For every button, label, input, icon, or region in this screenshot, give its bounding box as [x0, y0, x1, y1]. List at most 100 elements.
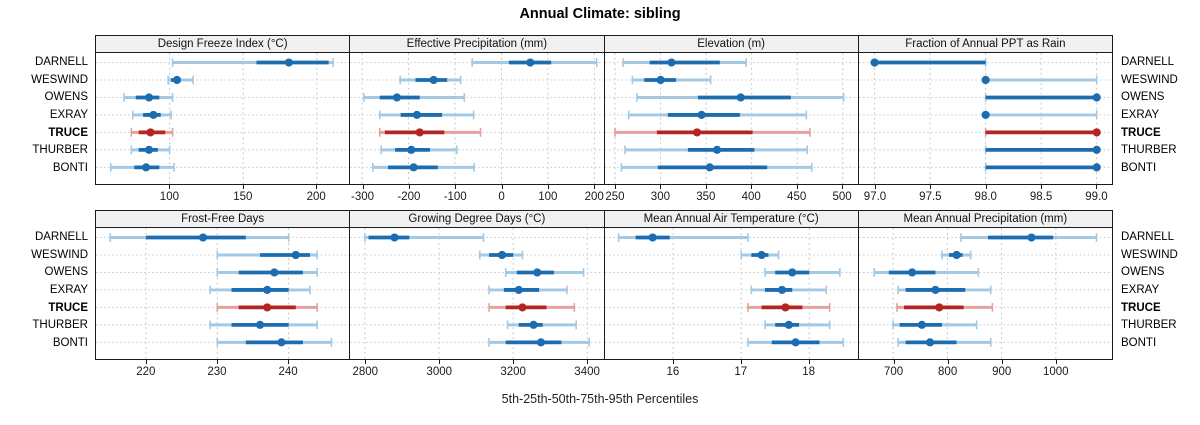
- plot-area-mean-annual-air-temperature-c: [603, 228, 859, 360]
- panel-frost-free-days: Frost-Free Days: [95, 210, 351, 360]
- site-label-darnell: DARNELL: [34, 231, 88, 244]
- axis-tick: [1001, 360, 1003, 364]
- axis-tick-label: 250: [605, 191, 625, 203]
- series-weswind: [940, 250, 972, 260]
- axis-tick: [1096, 185, 1098, 189]
- plot-design-freeze-index-c: [96, 53, 350, 184]
- site-label-darnell-right: DARNELL: [1121, 231, 1175, 244]
- axis-tick-label: 97.0: [863, 191, 887, 203]
- median-dot: [777, 285, 786, 294]
- site-label-thurber-right: THURBER: [1121, 144, 1177, 157]
- median-dot: [526, 58, 535, 67]
- site-label-bonti-right: BONTI: [1121, 161, 1157, 174]
- median-dot: [263, 303, 272, 312]
- panel-fraction-of-annual-ppt-as-rain: Fraction of Annual PPT as Rain: [857, 35, 1113, 185]
- axis-tick-label: 450: [787, 191, 807, 203]
- axis-tick: [705, 185, 707, 189]
- axis-tick: [875, 185, 876, 189]
- site-label-owens: OWENS: [44, 266, 88, 279]
- axis-tick: [547, 185, 549, 189]
- axis-tick: [316, 185, 318, 189]
- plot-effective-precipitation-mm: [350, 53, 604, 184]
- series-thurber: [892, 320, 978, 330]
- panel-growing-degree-days-c: Growing Degree Days (°C): [349, 210, 605, 360]
- site-label-thurber-right: THURBER: [1121, 319, 1177, 332]
- median-dot: [736, 93, 745, 102]
- axis-tick: [408, 185, 410, 189]
- axis-tick-label: 3400: [574, 366, 600, 378]
- series-weswind: [631, 75, 711, 85]
- gridlines: [96, 53, 350, 184]
- site-label-bonti: BONTI: [52, 336, 88, 349]
- series-owens: [873, 268, 979, 277]
- plot-elevation-m: [604, 53, 858, 184]
- series-truce: [746, 303, 830, 312]
- axis-tick-label: 300: [650, 191, 670, 203]
- panel-title-fraction-of-annual-ppt-as-rain: Fraction of Annual PPT as Rain: [857, 35, 1113, 53]
- plot-growing-degree-days-c: [350, 228, 604, 359]
- axis-tick-label: -300: [351, 191, 375, 203]
- series-darnell: [171, 58, 334, 67]
- panel-effective-precipitation-mm: Effective Precipitation (mm): [349, 35, 605, 185]
- series-exray: [627, 110, 807, 120]
- series-exray: [132, 110, 172, 120]
- site-label-exray-right: EXRAY: [1121, 108, 1160, 121]
- axis-tick-label: 3200: [500, 366, 526, 378]
- axis-tick-label: 100: [538, 191, 558, 203]
- axis-tick: [842, 185, 844, 189]
- series-truce: [984, 128, 1101, 137]
- series-exray: [379, 110, 475, 120]
- median-dot: [925, 338, 934, 347]
- series-owens: [763, 268, 841, 277]
- median-dot: [144, 93, 154, 102]
- gridlines: [96, 228, 350, 359]
- axis-tick-label: 98.0: [974, 191, 997, 203]
- site-label-darnell: DARNELL: [34, 56, 88, 69]
- median-dot: [1092, 128, 1101, 137]
- series-truce: [379, 128, 482, 137]
- axis-tick-label: 200: [584, 191, 604, 203]
- series-owens: [123, 93, 174, 102]
- series-bonti: [620, 162, 813, 172]
- median-dot: [390, 233, 399, 242]
- series-owens: [635, 93, 844, 102]
- axis-tick: [1041, 185, 1043, 189]
- plot-area-elevation-m: [603, 53, 859, 185]
- series-exray: [209, 285, 311, 295]
- axis-tick-label: 100: [159, 191, 179, 203]
- site-label-exray-right: EXRAY: [1121, 283, 1160, 296]
- site-label-weswind: WESWIND: [31, 248, 88, 261]
- panel-title-mean-annual-air-temperature-c: Mean Annual Air Temperature (°C): [603, 210, 859, 228]
- series-darnell: [364, 233, 485, 242]
- axis-tick-label: 1000: [1042, 366, 1069, 378]
- series-bonti: [372, 162, 476, 172]
- series-truce: [216, 303, 318, 312]
- site-label-darnell-right: DARNELL: [1121, 56, 1175, 69]
- median-dot: [429, 75, 439, 85]
- axis-tick-label: 150: [233, 191, 253, 203]
- series-exray: [750, 285, 827, 295]
- panel-row-top: Design Freeze Index (°C) Effective Precip…: [95, 35, 1113, 185]
- median-dot: [172, 75, 182, 85]
- median-dot: [705, 163, 714, 172]
- median-dot: [1027, 233, 1036, 242]
- gridlines: [858, 228, 1112, 359]
- axis-tick-label: 16: [666, 366, 680, 378]
- series-weswind: [479, 250, 524, 260]
- series-weswind: [739, 250, 779, 260]
- axis-tick-label: 0: [498, 191, 505, 203]
- series-exray: [488, 285, 568, 295]
- median-dot: [409, 163, 419, 172]
- series-weswind: [981, 75, 1098, 85]
- axis-tick: [930, 185, 932, 189]
- series-bonti: [984, 162, 1101, 172]
- series-truce: [895, 303, 993, 312]
- panel-row-bottom: Frost-Free Days Growing Degree Days (°C) M…: [95, 210, 1113, 360]
- gridlines: [604, 228, 858, 359]
- median-dot: [277, 338, 286, 347]
- plot-mean-annual-air-temperature-c: [604, 228, 858, 359]
- axis-tick: [808, 360, 810, 364]
- chart-title: Annual Climate: sibling: [519, 6, 681, 22]
- gridlines: [604, 53, 858, 184]
- axis-tick-label: 230: [207, 366, 227, 378]
